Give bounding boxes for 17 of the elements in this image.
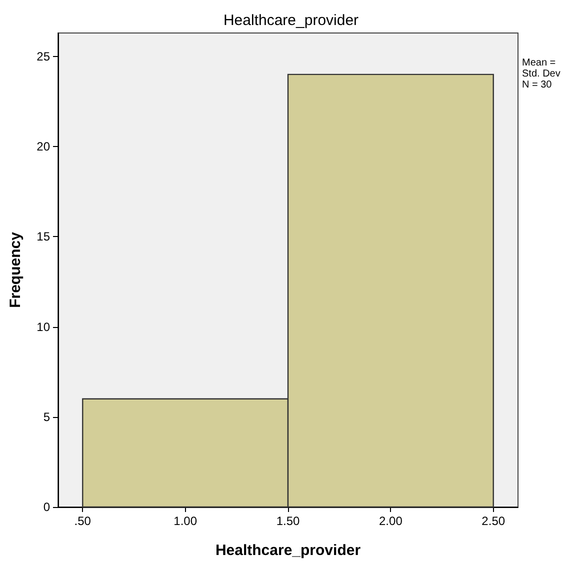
x-tick-label: .50 — [74, 514, 92, 528]
y-tick-label: 10 — [36, 320, 50, 334]
text: Std. Dev — [522, 68, 560, 80]
text: N = 30 — [522, 80, 552, 90]
x-axis-title: Healthcare_provider — [215, 542, 361, 559]
x-tick-label: 2.00 — [379, 514, 403, 528]
y-tick-label: 25 — [36, 49, 50, 64]
y-tick-label: 0 — [43, 500, 50, 514]
y-axis-title: Frequency — [7, 231, 24, 308]
x-tick-label: 1.50 — [276, 514, 300, 528]
chart-title: Healthcare_provider — [223, 12, 359, 29]
y-tick-label: 20 — [36, 140, 50, 154]
y-tick-label: 15 — [36, 230, 50, 244]
y-tick-label: 5 — [43, 410, 50, 424]
x-tick-label: 2.50 — [482, 514, 506, 528]
text: Mean = — [522, 58, 556, 68]
x-tick-label: 1.00 — [174, 514, 198, 528]
